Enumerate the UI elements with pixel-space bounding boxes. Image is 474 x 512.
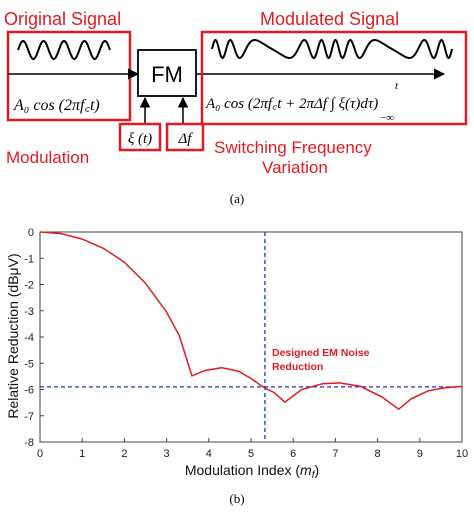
modulation-input-box bbox=[118, 122, 162, 152]
y-tick-label: -2 bbox=[24, 280, 34, 292]
x-tick-label: 5 bbox=[248, 448, 254, 460]
deviation-input: Δf bbox=[178, 131, 194, 147]
y-tick-label: -6 bbox=[24, 385, 34, 397]
y-axis-label: Relative Reduction (dBμV) bbox=[5, 253, 21, 418]
original-formula: A₀ cos (2πf꜀t) bbox=[13, 97, 100, 114]
x-tick-label: 10 bbox=[456, 448, 468, 460]
panel-a-diagram: Original Signal Modulated Signal A₀ cos … bbox=[4, 9, 468, 206]
x-tick-label: 9 bbox=[417, 448, 423, 460]
y-tick-label: -8 bbox=[24, 437, 34, 449]
x-tick-label: 8 bbox=[375, 448, 381, 460]
integral-upper-limit: t bbox=[395, 80, 399, 92]
annotation-line-2: Reduction bbox=[272, 361, 323, 373]
x-tick-label: 0 bbox=[37, 448, 43, 460]
y-tick-label: -7 bbox=[24, 411, 34, 423]
x-tick-label: 2 bbox=[121, 448, 127, 460]
x-tick-label: 6 bbox=[290, 448, 296, 460]
modulated-sine-wave bbox=[211, 38, 453, 60]
original-signal-label: Original Signal bbox=[4, 9, 121, 29]
y-tick-label: -4 bbox=[24, 332, 34, 344]
original-sine-wave bbox=[17, 39, 111, 61]
modulated-signal-box bbox=[200, 30, 468, 126]
switching-frequency-label: Switching Frequency bbox=[214, 138, 372, 157]
reduction-curve bbox=[39, 231, 463, 411]
modulated-formula: A₀ cos (2πf꜀t + 2πΔf ∫ ξ(τ)dτ) bbox=[205, 96, 378, 112]
annotation-line-1: Designed EM Noise bbox=[272, 347, 370, 359]
fm-block bbox=[137, 49, 197, 97]
modulation-input: ξ (t) bbox=[128, 131, 152, 147]
integral-lower-limit: −∞ bbox=[380, 112, 394, 124]
x-tick-label: 7 bbox=[332, 448, 338, 460]
modulation-label: Modulation bbox=[6, 148, 89, 167]
y-tick-label: -5 bbox=[24, 358, 34, 370]
x-tick-label: 4 bbox=[206, 448, 212, 460]
variation-label: Variation bbox=[262, 158, 328, 177]
y-axis-ticks: 0 -1 -2 -3 -4 -5 -6 -7 -8 bbox=[24, 227, 44, 449]
x-tick-label: 3 bbox=[164, 448, 170, 460]
modulated-signal-label: Modulated Signal bbox=[260, 9, 399, 29]
x-axis-ticks: 0 1 2 3 4 5 6 7 8 9 10 bbox=[37, 438, 468, 460]
plot-area-frame bbox=[39, 231, 463, 443]
y-tick-label: -1 bbox=[24, 253, 34, 265]
caption-b: (b) bbox=[229, 491, 244, 506]
x-axis-label: Modulation Index (mf) bbox=[185, 462, 319, 481]
caption-a: (a) bbox=[230, 191, 244, 206]
x-tick-label: 1 bbox=[79, 448, 85, 460]
y-tick-label: -3 bbox=[24, 306, 34, 318]
deviation-input-box bbox=[165, 122, 205, 152]
fm-label: FM bbox=[151, 62, 183, 87]
y-tick-label: 0 bbox=[28, 227, 34, 239]
panel-b-chart: (b) 0 1 2 3 4 5 6 7 8 9 10 0 -1 -2 -3 -4 -5 -6 -7 -8 Desig… bbox=[5, 227, 468, 506]
